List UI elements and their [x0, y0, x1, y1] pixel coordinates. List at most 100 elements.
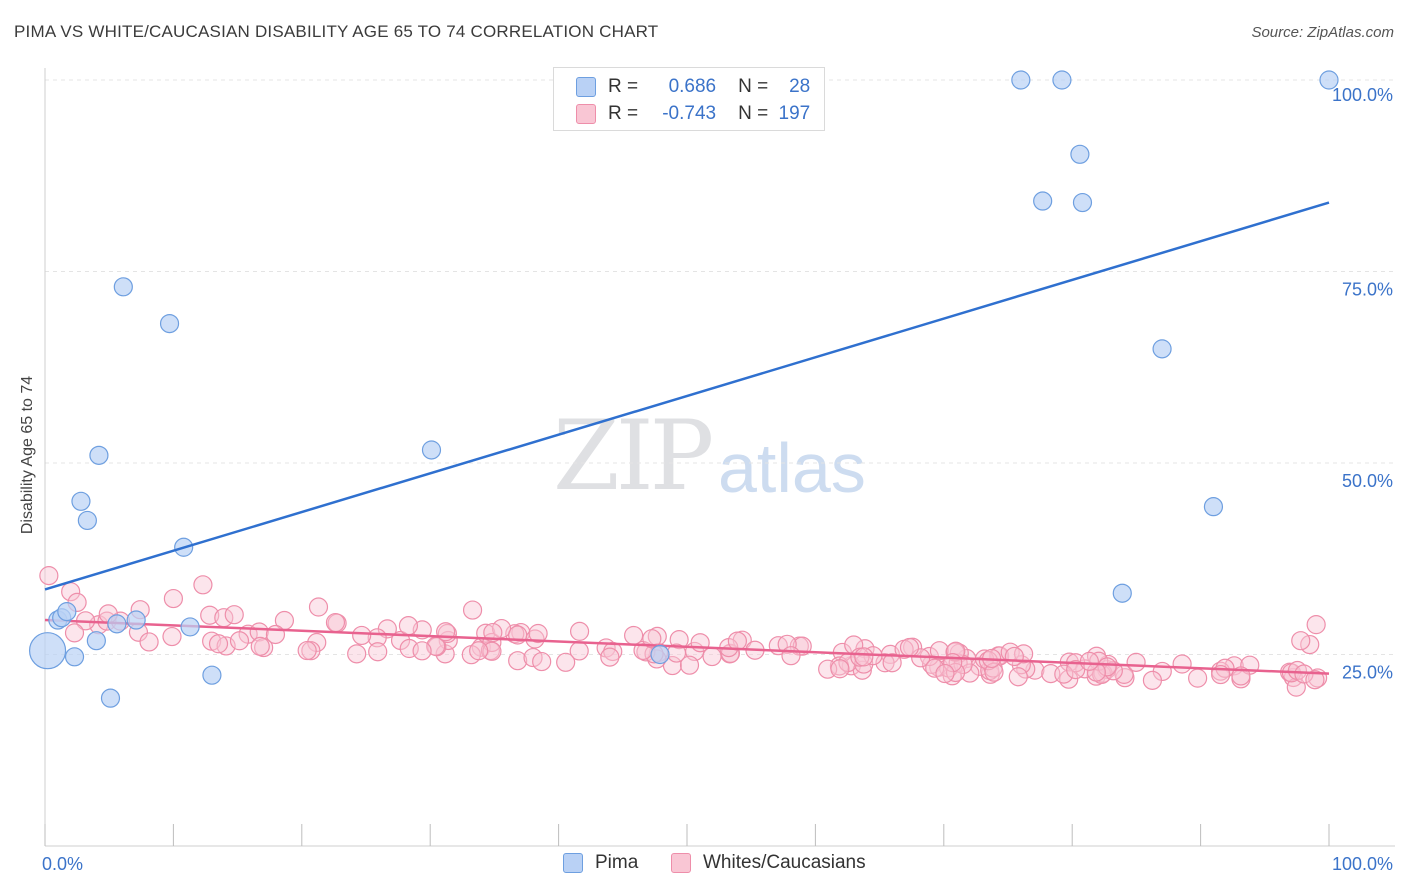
- pima-point: [650, 644, 670, 665]
- white-n-label: N =: [738, 103, 769, 124]
- x-tick-label-min: 0.0%: [42, 854, 83, 874]
- legend-pima-label: Pima: [595, 852, 639, 873]
- white-point: [1004, 646, 1024, 667]
- pima-n-value: 28: [789, 76, 811, 97]
- watermark-zip: ZIP: [553, 400, 714, 512]
- legend-row-white: R = -0.743 N = 197: [576, 101, 810, 127]
- white-point: [193, 575, 213, 595]
- white-point: [482, 641, 502, 661]
- white-point: [899, 637, 920, 658]
- white-point: [347, 644, 367, 664]
- white-point: [528, 623, 548, 644]
- white-point: [1306, 615, 1326, 635]
- white-point: [1079, 651, 1099, 671]
- white-n-value: 197: [778, 103, 811, 124]
- pima-point: [77, 510, 97, 531]
- white-point: [1231, 666, 1251, 686]
- white-point: [200, 605, 220, 625]
- white-point: [139, 632, 159, 652]
- white-point: [679, 655, 700, 675]
- pima-trend-line: [44, 201, 1330, 591]
- legend-item-pima: Pima: [563, 852, 638, 874]
- white-point: [935, 663, 955, 684]
- white-point: [39, 566, 59, 586]
- white-point: [229, 631, 250, 651]
- pima-point: [113, 277, 133, 297]
- pima-point: [202, 665, 222, 685]
- chart-title: PIMA VS WHITE/CAUCASIAN DISABILITY AGE 6…: [14, 22, 659, 41]
- pima-point: [71, 491, 91, 511]
- white-point: [64, 623, 85, 643]
- white-point: [1188, 668, 1208, 688]
- white-point: [163, 588, 183, 609]
- legend-pima-swatch: [563, 853, 583, 873]
- white-point: [297, 640, 317, 661]
- pima-point: [1052, 70, 1072, 90]
- white-point: [1291, 631, 1311, 651]
- pima-point: [1203, 497, 1224, 517]
- pima-point: [1033, 191, 1053, 211]
- pima-point: [159, 313, 180, 334]
- pima-point: [126, 610, 146, 630]
- white-point: [511, 622, 531, 643]
- white-point: [854, 647, 874, 667]
- white-point: [642, 629, 662, 649]
- pima-point: [107, 614, 127, 634]
- stats-legend: R = 0.686 N = 28 R = -0.743 N = 197: [553, 67, 825, 131]
- legend-row-pima: R = 0.686 N = 28: [576, 74, 810, 100]
- y-tick-label: 25.0%: [1342, 663, 1393, 683]
- pima-point: [28, 632, 67, 670]
- pima-point: [64, 647, 85, 667]
- white-point: [508, 625, 528, 645]
- white-point: [875, 653, 895, 673]
- pima-point: [86, 631, 106, 651]
- white-point: [483, 622, 503, 643]
- x-tick-label-max: 100.0%: [1332, 854, 1393, 874]
- white-point: [325, 612, 346, 633]
- white-point: [1126, 652, 1146, 672]
- white-r-value: -0.743: [662, 103, 717, 124]
- y-tick-label: 75.0%: [1342, 280, 1393, 300]
- white-point: [1305, 670, 1325, 690]
- white-point: [224, 605, 244, 625]
- white-point: [532, 651, 552, 672]
- y-tick-label: 50.0%: [1342, 471, 1393, 491]
- white-point: [249, 622, 269, 642]
- series-legend: Pima Whites/Caucasians: [0, 852, 1406, 878]
- white-point: [946, 641, 966, 661]
- pima-r-label: R =: [608, 76, 639, 97]
- white-point: [508, 651, 528, 671]
- white-point: [250, 636, 270, 656]
- white-point: [368, 642, 388, 662]
- legend-white-swatch: [671, 853, 691, 873]
- white-r-label: R =: [608, 103, 639, 124]
- source-label: Source: ZipAtlas.com: [1251, 24, 1394, 41]
- white-trend-line: [44, 618, 1330, 675]
- white-point: [1008, 667, 1028, 687]
- legend-item-white: Whites/Caucasians: [671, 852, 866, 874]
- pima-point: [1319, 70, 1339, 90]
- pima-point: [1152, 339, 1172, 359]
- white-point: [702, 646, 722, 667]
- pima-point: [1070, 144, 1090, 164]
- legend-white-label: Whites/Caucasians: [703, 852, 866, 873]
- watermark-atlas: atlas: [718, 429, 866, 507]
- white-point: [1142, 670, 1163, 690]
- white-point: [162, 626, 182, 647]
- white-point: [727, 631, 747, 651]
- pima-point: [1011, 70, 1031, 90]
- white-point: [1097, 657, 1117, 677]
- white-point: [830, 659, 850, 679]
- white-point: [398, 616, 419, 636]
- pima-point: [180, 617, 200, 637]
- white-point: [1054, 664, 1074, 684]
- white-point: [569, 621, 590, 641]
- white-point: [882, 653, 902, 673]
- pima-point: [89, 445, 109, 465]
- white-point: [600, 647, 620, 667]
- pima-swatch: [576, 77, 596, 97]
- pima-point: [100, 688, 121, 708]
- white-point: [462, 600, 483, 620]
- white-point: [1172, 654, 1192, 674]
